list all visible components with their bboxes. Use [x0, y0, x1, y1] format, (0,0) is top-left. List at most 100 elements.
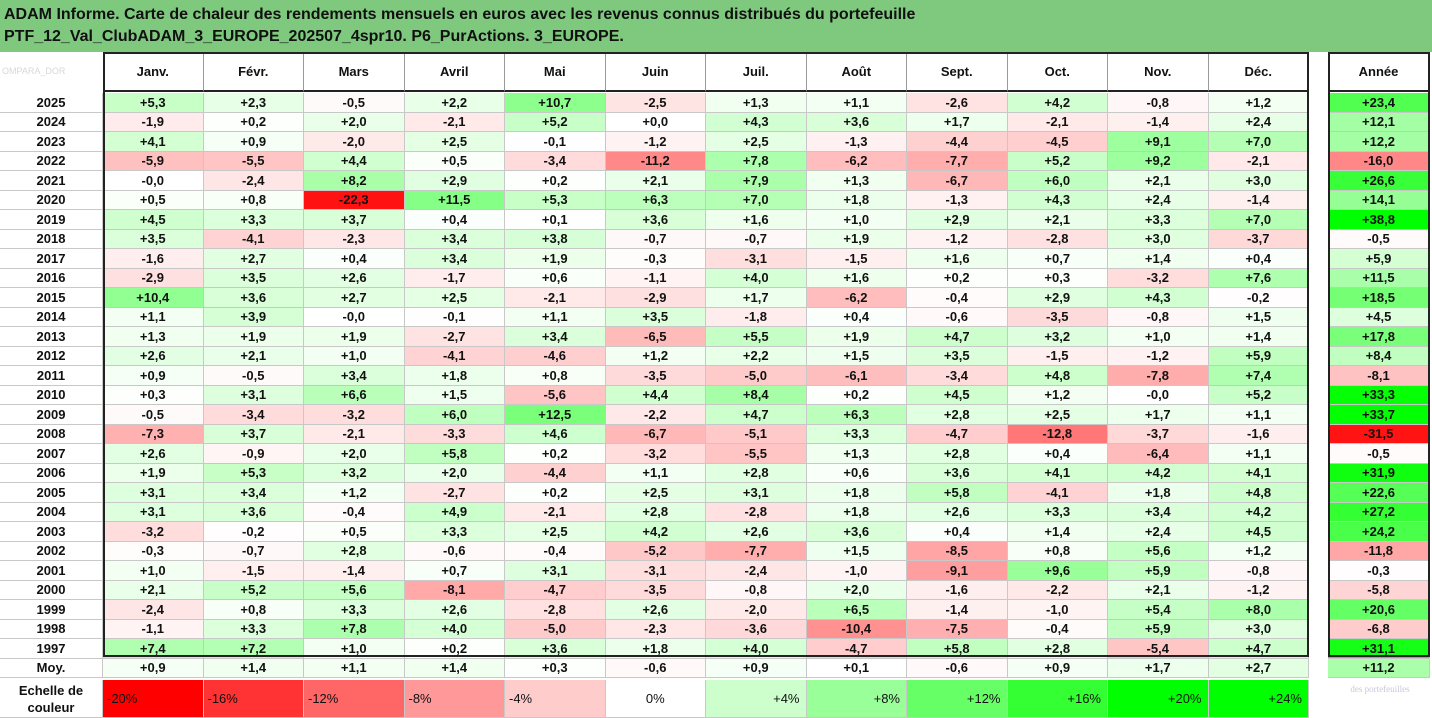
year-total-cell: -0,3	[1328, 561, 1430, 581]
average-cell: +2,7	[1208, 658, 1309, 678]
heatmap-cell: +0,2	[404, 639, 505, 659]
row-year-label: 1998	[0, 619, 103, 639]
heatmap-cell: +5,9	[1208, 346, 1309, 366]
heatmap-cell: -0,4	[505, 541, 606, 561]
heatmap-cell: -2,1	[1007, 112, 1108, 132]
heatmap-cell: -1,8	[706, 307, 807, 327]
heatmap-cell: -2,2	[1007, 580, 1108, 600]
heatmap-cell: +3,6	[203, 288, 304, 308]
scale-swatch: +12%	[907, 680, 1008, 718]
year-total-cell: +23,4	[1328, 93, 1430, 113]
heatmap-cell: -2,4	[103, 600, 204, 620]
heatmap-cell: +1,3	[806, 444, 907, 464]
heatmap-cell: +2,8	[907, 444, 1008, 464]
heatmap-cell: +5,8	[404, 444, 505, 464]
heatmap-cell: -3,2	[304, 405, 405, 425]
heatmap-cell: +2,1	[203, 346, 304, 366]
heatmap-cell: -3,4	[505, 151, 606, 171]
heatmap-cell: +3,4	[203, 483, 304, 503]
heatmap-cell: +4,3	[1108, 288, 1209, 308]
month-header: Août	[806, 52, 907, 92]
heatmap-cell: +1,1	[103, 307, 204, 327]
row-year-label: 2008	[0, 424, 103, 444]
heatmap-cell: +3,3	[404, 522, 505, 542]
heatmap-cell: +7,9	[706, 171, 807, 191]
row-year-label: 2007	[0, 444, 103, 464]
heatmap-cell: +4,7	[706, 405, 807, 425]
year-total-cell: +33,3	[1328, 385, 1430, 405]
heatmap-cell: +1,8	[806, 190, 907, 210]
heatmap-cell: +0,7	[1007, 249, 1108, 269]
heatmap-cell: +3,8	[505, 229, 606, 249]
heatmap-cell: +5,3	[203, 463, 304, 483]
scale-swatch: 0%	[605, 680, 706, 718]
heatmap-cell: -3,2	[103, 522, 204, 542]
heatmap-cell: +3,0	[1108, 229, 1209, 249]
heatmap-cell: +4,1	[1007, 463, 1108, 483]
heatmap-cell: +9,1	[1108, 132, 1209, 152]
heatmap-cell: -2,7	[404, 327, 505, 347]
row-year-label: 2020	[0, 190, 103, 210]
year-header: Année	[1328, 52, 1430, 92]
average-cell: +1,7	[1108, 658, 1209, 678]
heatmap-cell: -5,4	[1108, 639, 1209, 659]
heatmap-cell: +10,4	[103, 288, 204, 308]
heatmap-cell: +1,6	[806, 268, 907, 288]
heatmap-cell: +4,1	[103, 132, 204, 152]
heatmap-cell: +2,1	[1007, 210, 1108, 230]
heatmap-cell: +3,4	[505, 327, 606, 347]
heatmap-cell: +3,1	[505, 561, 606, 581]
heatmap-cell: +2,6	[605, 600, 706, 620]
heatmap-cell: +2,6	[103, 444, 204, 464]
heatmap-cell: +10,7	[505, 93, 606, 113]
year-total-cell: -8,1	[1328, 366, 1430, 386]
heatmap-cell: +1,3	[103, 327, 204, 347]
year-total-cell: -0,5	[1328, 229, 1430, 249]
heatmap-cell: +5,2	[1007, 151, 1108, 171]
heatmap-cell: -1,3	[907, 190, 1008, 210]
scale-swatch: -12%	[304, 680, 405, 718]
heatmap-cell: +3,6	[505, 639, 606, 659]
heatmap-cell: +12,5	[505, 405, 606, 425]
heatmap-cell: +2,1	[1108, 171, 1209, 191]
heatmap-cell: +1,0	[304, 346, 405, 366]
heatmap-cell: +3,4	[404, 249, 505, 269]
month-header: Févr.	[203, 52, 304, 92]
heatmap-cell: -5,5	[203, 151, 304, 171]
heatmap-cell: -1,5	[1007, 346, 1108, 366]
heatmap-cell: +5,4	[1108, 600, 1209, 620]
heatmap-cell: +0,3	[103, 385, 204, 405]
heatmap-cell: +1,2	[1208, 93, 1309, 113]
heatmap-cell: +5,9	[1108, 619, 1209, 639]
heatmap-cell: -22,3	[304, 190, 405, 210]
heatmap-cell: -2,3	[605, 619, 706, 639]
heatmap-cell: +1,0	[304, 639, 405, 659]
heatmap-cell: +2,0	[404, 463, 505, 483]
scale-swatch: +4%	[706, 680, 807, 718]
row-year-label: 2010	[0, 385, 103, 405]
heatmap-cell: -3,2	[1108, 268, 1209, 288]
heatmap-cell: +1,9	[806, 327, 907, 347]
heatmap-cell: +9,6	[1007, 561, 1108, 581]
heatmap-cell: +1,6	[706, 210, 807, 230]
heatmap-cell: +7,0	[706, 190, 807, 210]
title-bar: ADAM Informe. Carte de chaleur des rende…	[0, 0, 1432, 52]
heatmap-cell: +11,5	[404, 190, 505, 210]
scale-swatch: +24%	[1208, 680, 1309, 718]
heatmap-cell: +4,9	[404, 502, 505, 522]
heatmap-cell: +1,7	[706, 288, 807, 308]
heatmap-cell: -10,4	[806, 619, 907, 639]
heatmap-cell: +2,8	[907, 405, 1008, 425]
heatmap-cell: +3,1	[706, 483, 807, 503]
row-year-label: 2014	[0, 307, 103, 327]
scale-swatch: -8%	[404, 680, 505, 718]
heatmap-cell: +2,4	[1108, 190, 1209, 210]
average-cell: +0,9	[706, 658, 807, 678]
heatmap-cell: +3,6	[806, 522, 907, 542]
heatmap-cell: +3,7	[304, 210, 405, 230]
heatmap-cell: -2,8	[706, 502, 807, 522]
average-row-label: Moy.	[0, 658, 103, 678]
heatmap-cell: -0,3	[605, 249, 706, 269]
heatmap-cell: +1,5	[1208, 307, 1309, 327]
heatmap-cell: +2,5	[605, 483, 706, 503]
